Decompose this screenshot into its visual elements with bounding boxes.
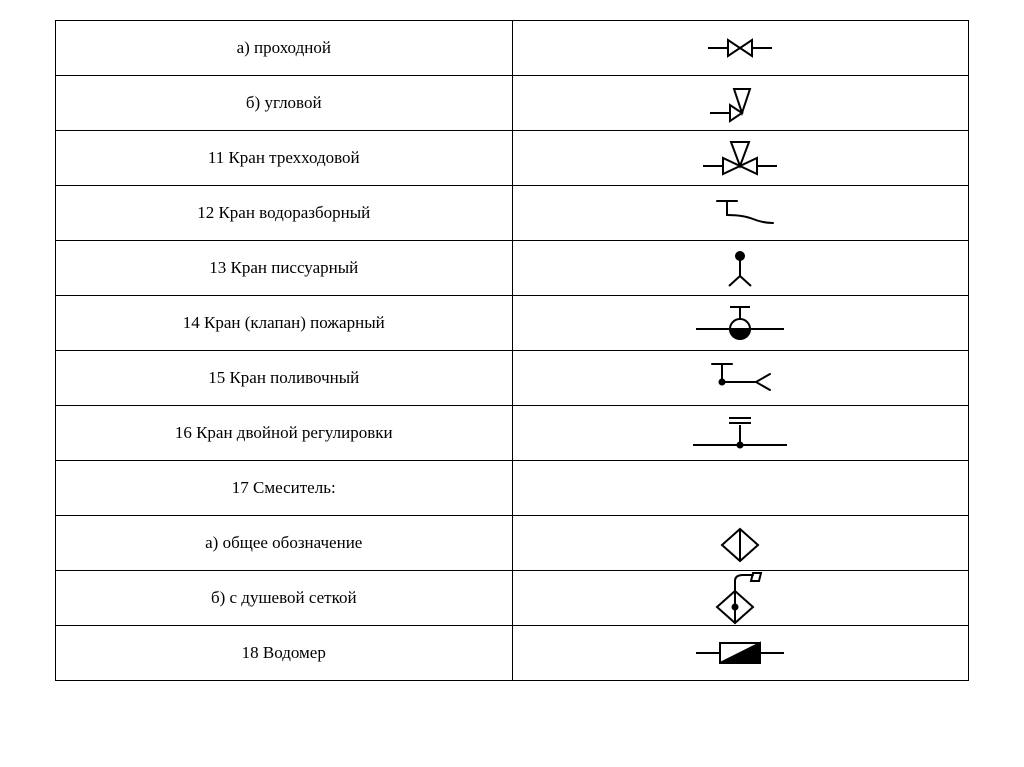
symbol-mixer-general — [512, 516, 969, 571]
row-label: а) проходной — [56, 21, 513, 76]
symbol-valve-double-adjust — [512, 406, 969, 461]
table-row: 17 Смеситель: — [56, 461, 969, 516]
row-label: 17 Смеситель: — [56, 461, 513, 516]
row-label: 18 Водомер — [56, 626, 513, 681]
row-label: 13 Кран писсуарный — [56, 241, 513, 296]
table-row: 16 Кран двойной регулировки — [56, 406, 969, 461]
row-label: 12 Кран водоразборный — [56, 186, 513, 241]
symbol-tap-water — [512, 186, 969, 241]
table-row: 14 Кран (клапан) пожарный — [56, 296, 969, 351]
table-row: 18 Водомер — [56, 626, 969, 681]
symbols-table: а) проходной б) угловой — [55, 20, 969, 681]
row-label: б) с душевой сеткой — [56, 571, 513, 626]
symbol-valve-angle — [512, 76, 969, 131]
symbol-tap-irrigation — [512, 351, 969, 406]
symbols-table-container: а) проходной б) угловой — [0, 0, 1024, 721]
symbol-tap-urinal — [512, 241, 969, 296]
row-label: 16 Кран двойной регулировки — [56, 406, 513, 461]
table-row: б) с душевой сеткой — [56, 571, 969, 626]
table-row: а) общее обозначение — [56, 516, 969, 571]
table-row: 12 Кран водоразборный — [56, 186, 969, 241]
row-label: 11 Кран трехходовой — [56, 131, 513, 186]
table-row: б) угловой — [56, 76, 969, 131]
table-row: 13 Кран писсуарный — [56, 241, 969, 296]
table-row: 11 Кран трехходовой — [56, 131, 969, 186]
symbol-empty — [512, 461, 969, 516]
symbol-mixer-shower — [512, 571, 969, 626]
row-label: а) общее обозначение — [56, 516, 513, 571]
row-label: 14 Кран (клапан) пожарный — [56, 296, 513, 351]
symbol-valve-fire — [512, 296, 969, 351]
table-row: а) проходной — [56, 21, 969, 76]
symbol-valve-threeway — [512, 131, 969, 186]
table-row: 15 Кран поливочный — [56, 351, 969, 406]
symbol-valve-through — [512, 21, 969, 76]
symbol-water-meter — [512, 626, 969, 681]
row-label: б) угловой — [56, 76, 513, 131]
row-label: 15 Кран поливочный — [56, 351, 513, 406]
